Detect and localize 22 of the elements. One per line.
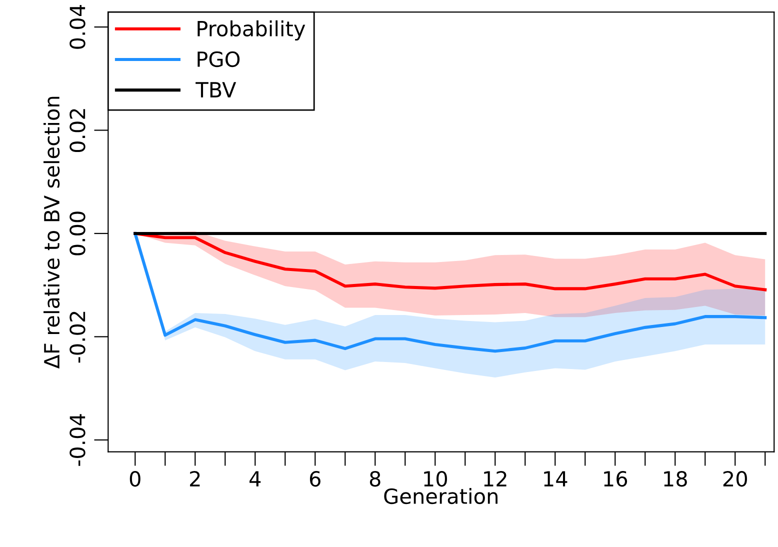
line-series <box>134 232 767 353</box>
x-tick-label: 4 <box>250 471 261 486</box>
x-axis-title: Generation <box>384 488 498 504</box>
x-tick-label: 20 <box>723 470 747 487</box>
x-tick-label: 0 <box>130 470 140 487</box>
x-tick-label: 10 <box>424 470 447 487</box>
x-tick-label: 6 <box>310 470 320 487</box>
x-tick-label: 16 <box>604 470 628 487</box>
y-tick-label: -0.02 <box>70 312 86 363</box>
x-tick-label: 12 <box>484 470 506 486</box>
y-tick-label: 0.00 <box>70 212 86 256</box>
legend-label: PGO <box>198 51 240 68</box>
x-tick-label: 2 <box>190 470 200 486</box>
x-tick-label: 14 <box>544 471 568 486</box>
y-tick-label: -0.04 <box>70 414 86 466</box>
y-axis-title: ΔF relative to BV selection <box>44 96 60 369</box>
legend-label: Probability <box>198 20 306 41</box>
legend-label: TBV <box>196 82 236 98</box>
y-tick-label: 0.02 <box>70 109 86 152</box>
y-tick-label: 0.04 <box>70 4 86 49</box>
x-tick-label: 8 <box>370 470 380 487</box>
x-tick-label: 18 <box>664 470 687 487</box>
